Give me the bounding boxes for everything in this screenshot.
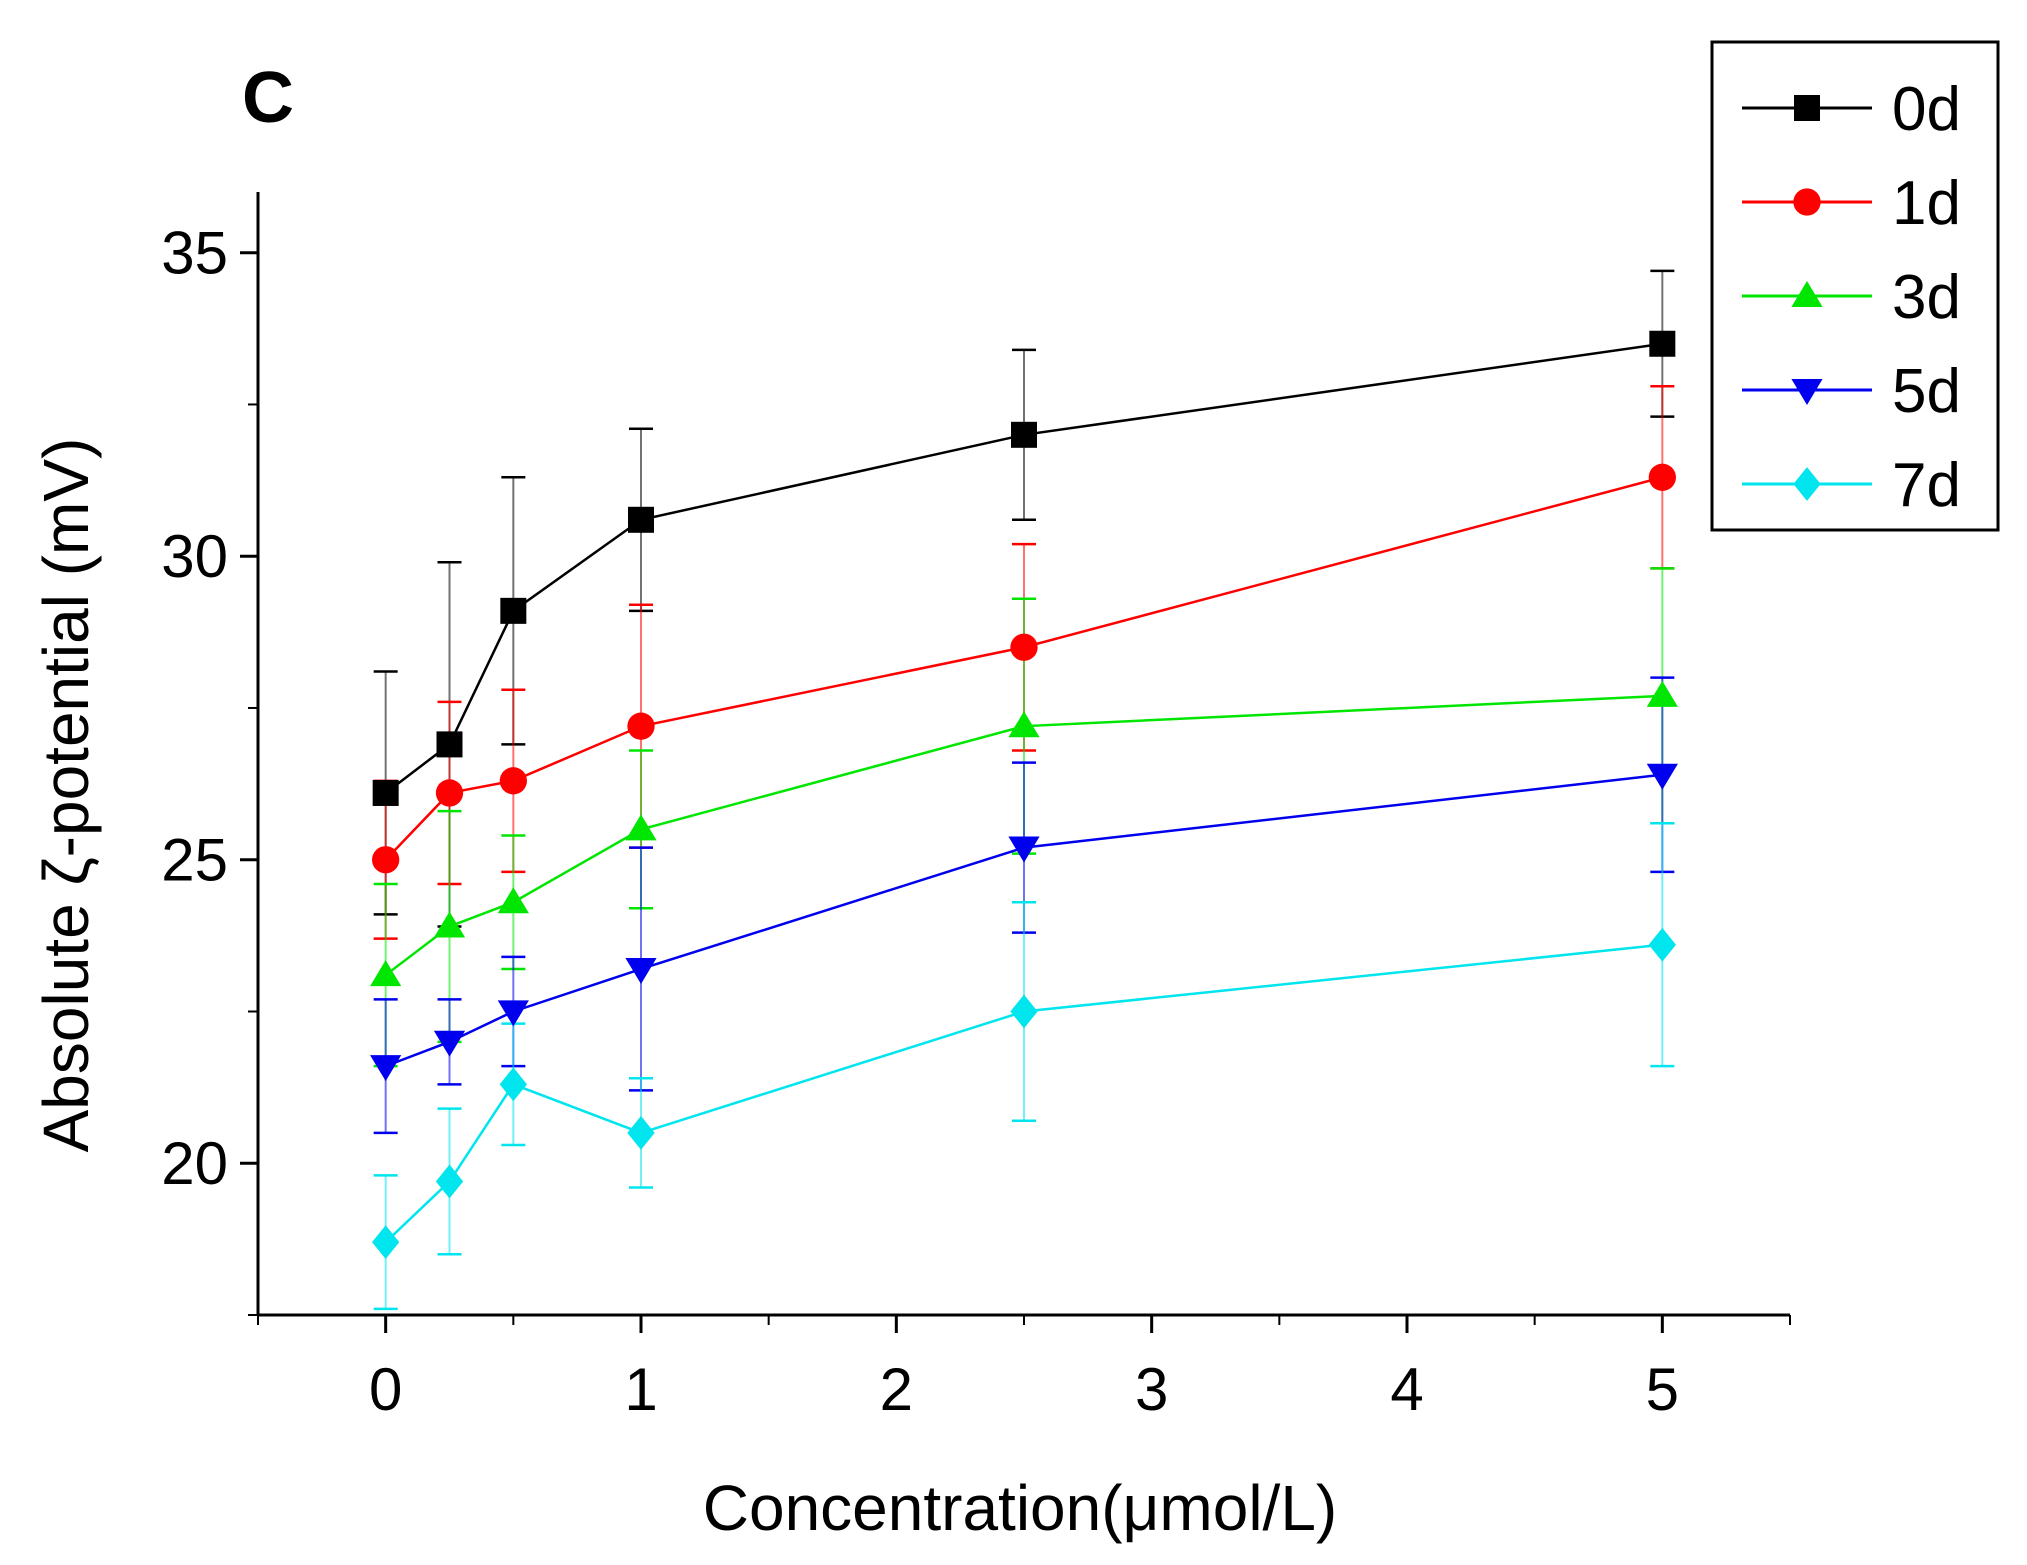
data-point-5d — [433, 1030, 466, 1057]
data-point-1d — [1010, 633, 1038, 661]
legend-label-0d: 0d — [1892, 75, 1961, 144]
legend-box — [1710, 40, 2000, 532]
x-tick-label: 4 — [1390, 1356, 1423, 1423]
data-point-0d — [628, 506, 654, 533]
data-point-7d — [1010, 994, 1038, 1029]
plot-area — [370, 269, 1678, 1311]
legend-marker-1d — [1793, 188, 1821, 216]
series-line-5d — [385, 773, 1663, 1068]
y-tick-label: 25 — [161, 827, 228, 894]
legend-marker-3d — [1791, 281, 1823, 308]
data-point-0d — [1011, 421, 1037, 448]
data-point-3d — [370, 960, 402, 987]
y-tick-label: 30 — [161, 523, 228, 590]
panel-label: C — [242, 58, 294, 138]
data-point-1d — [435, 779, 464, 807]
x-axis-title: Concentration(μmol/L) — [703, 1472, 1337, 1544]
data-point-3d — [433, 911, 466, 938]
y-tick-label: 20 — [161, 1130, 228, 1197]
data-point-1d — [627, 712, 655, 740]
data-point-5d — [370, 1055, 402, 1082]
data-point-7d — [372, 1225, 400, 1260]
y-axis-title: Absolute ζ-potential (mV) — [30, 438, 102, 1153]
data-point-0d — [1649, 330, 1676, 357]
data-point-5d — [625, 957, 657, 984]
legend-label-3d: 3d — [1892, 263, 1961, 332]
data-point-7d — [435, 1164, 464, 1199]
y-tick-label: 35 — [161, 220, 228, 287]
data-point-3d — [1646, 680, 1678, 707]
data-point-0d — [436, 731, 463, 758]
legend-label-5d: 5d — [1892, 357, 1961, 426]
data-point-1d — [372, 846, 400, 874]
data-point-0d — [500, 597, 527, 624]
data-point-7d — [627, 1115, 655, 1150]
x-tick-label: 3 — [1135, 1356, 1168, 1423]
data-point-0d — [372, 779, 399, 806]
x-tick-label: 0 — [369, 1356, 402, 1423]
data-point-3d — [1008, 711, 1040, 738]
data-point-3d — [625, 814, 657, 841]
data-point-3d — [497, 887, 529, 914]
data-point-1d — [1648, 463, 1676, 491]
data-point-5d — [497, 1000, 529, 1027]
series-line-1d — [384, 476, 1663, 861]
x-tick-label: 5 — [1646, 1356, 1679, 1423]
data-point-7d — [499, 1067, 527, 1102]
legend-marker-0d — [1794, 95, 1820, 121]
axes: 0 1 2 3 4 5 20 25 30 35 — [161, 192, 1791, 1423]
legend-marker-5d — [1791, 378, 1823, 405]
data-point-5d — [1008, 836, 1040, 863]
data-point-5d — [1646, 763, 1678, 790]
x-tick-label: 2 — [880, 1356, 913, 1423]
data-point-1d — [499, 767, 527, 795]
legend: 0d 1d 3d 5d 7d — [1710, 40, 2000, 532]
legend-label-1d: 1d — [1892, 169, 1961, 238]
x-tick-label: 1 — [624, 1356, 657, 1423]
legend-marker-7d — [1793, 467, 1821, 501]
data-point-7d — [1648, 927, 1676, 962]
series-line-7d — [384, 943, 1663, 1244]
legend-label-7d: 7d — [1892, 451, 1961, 520]
